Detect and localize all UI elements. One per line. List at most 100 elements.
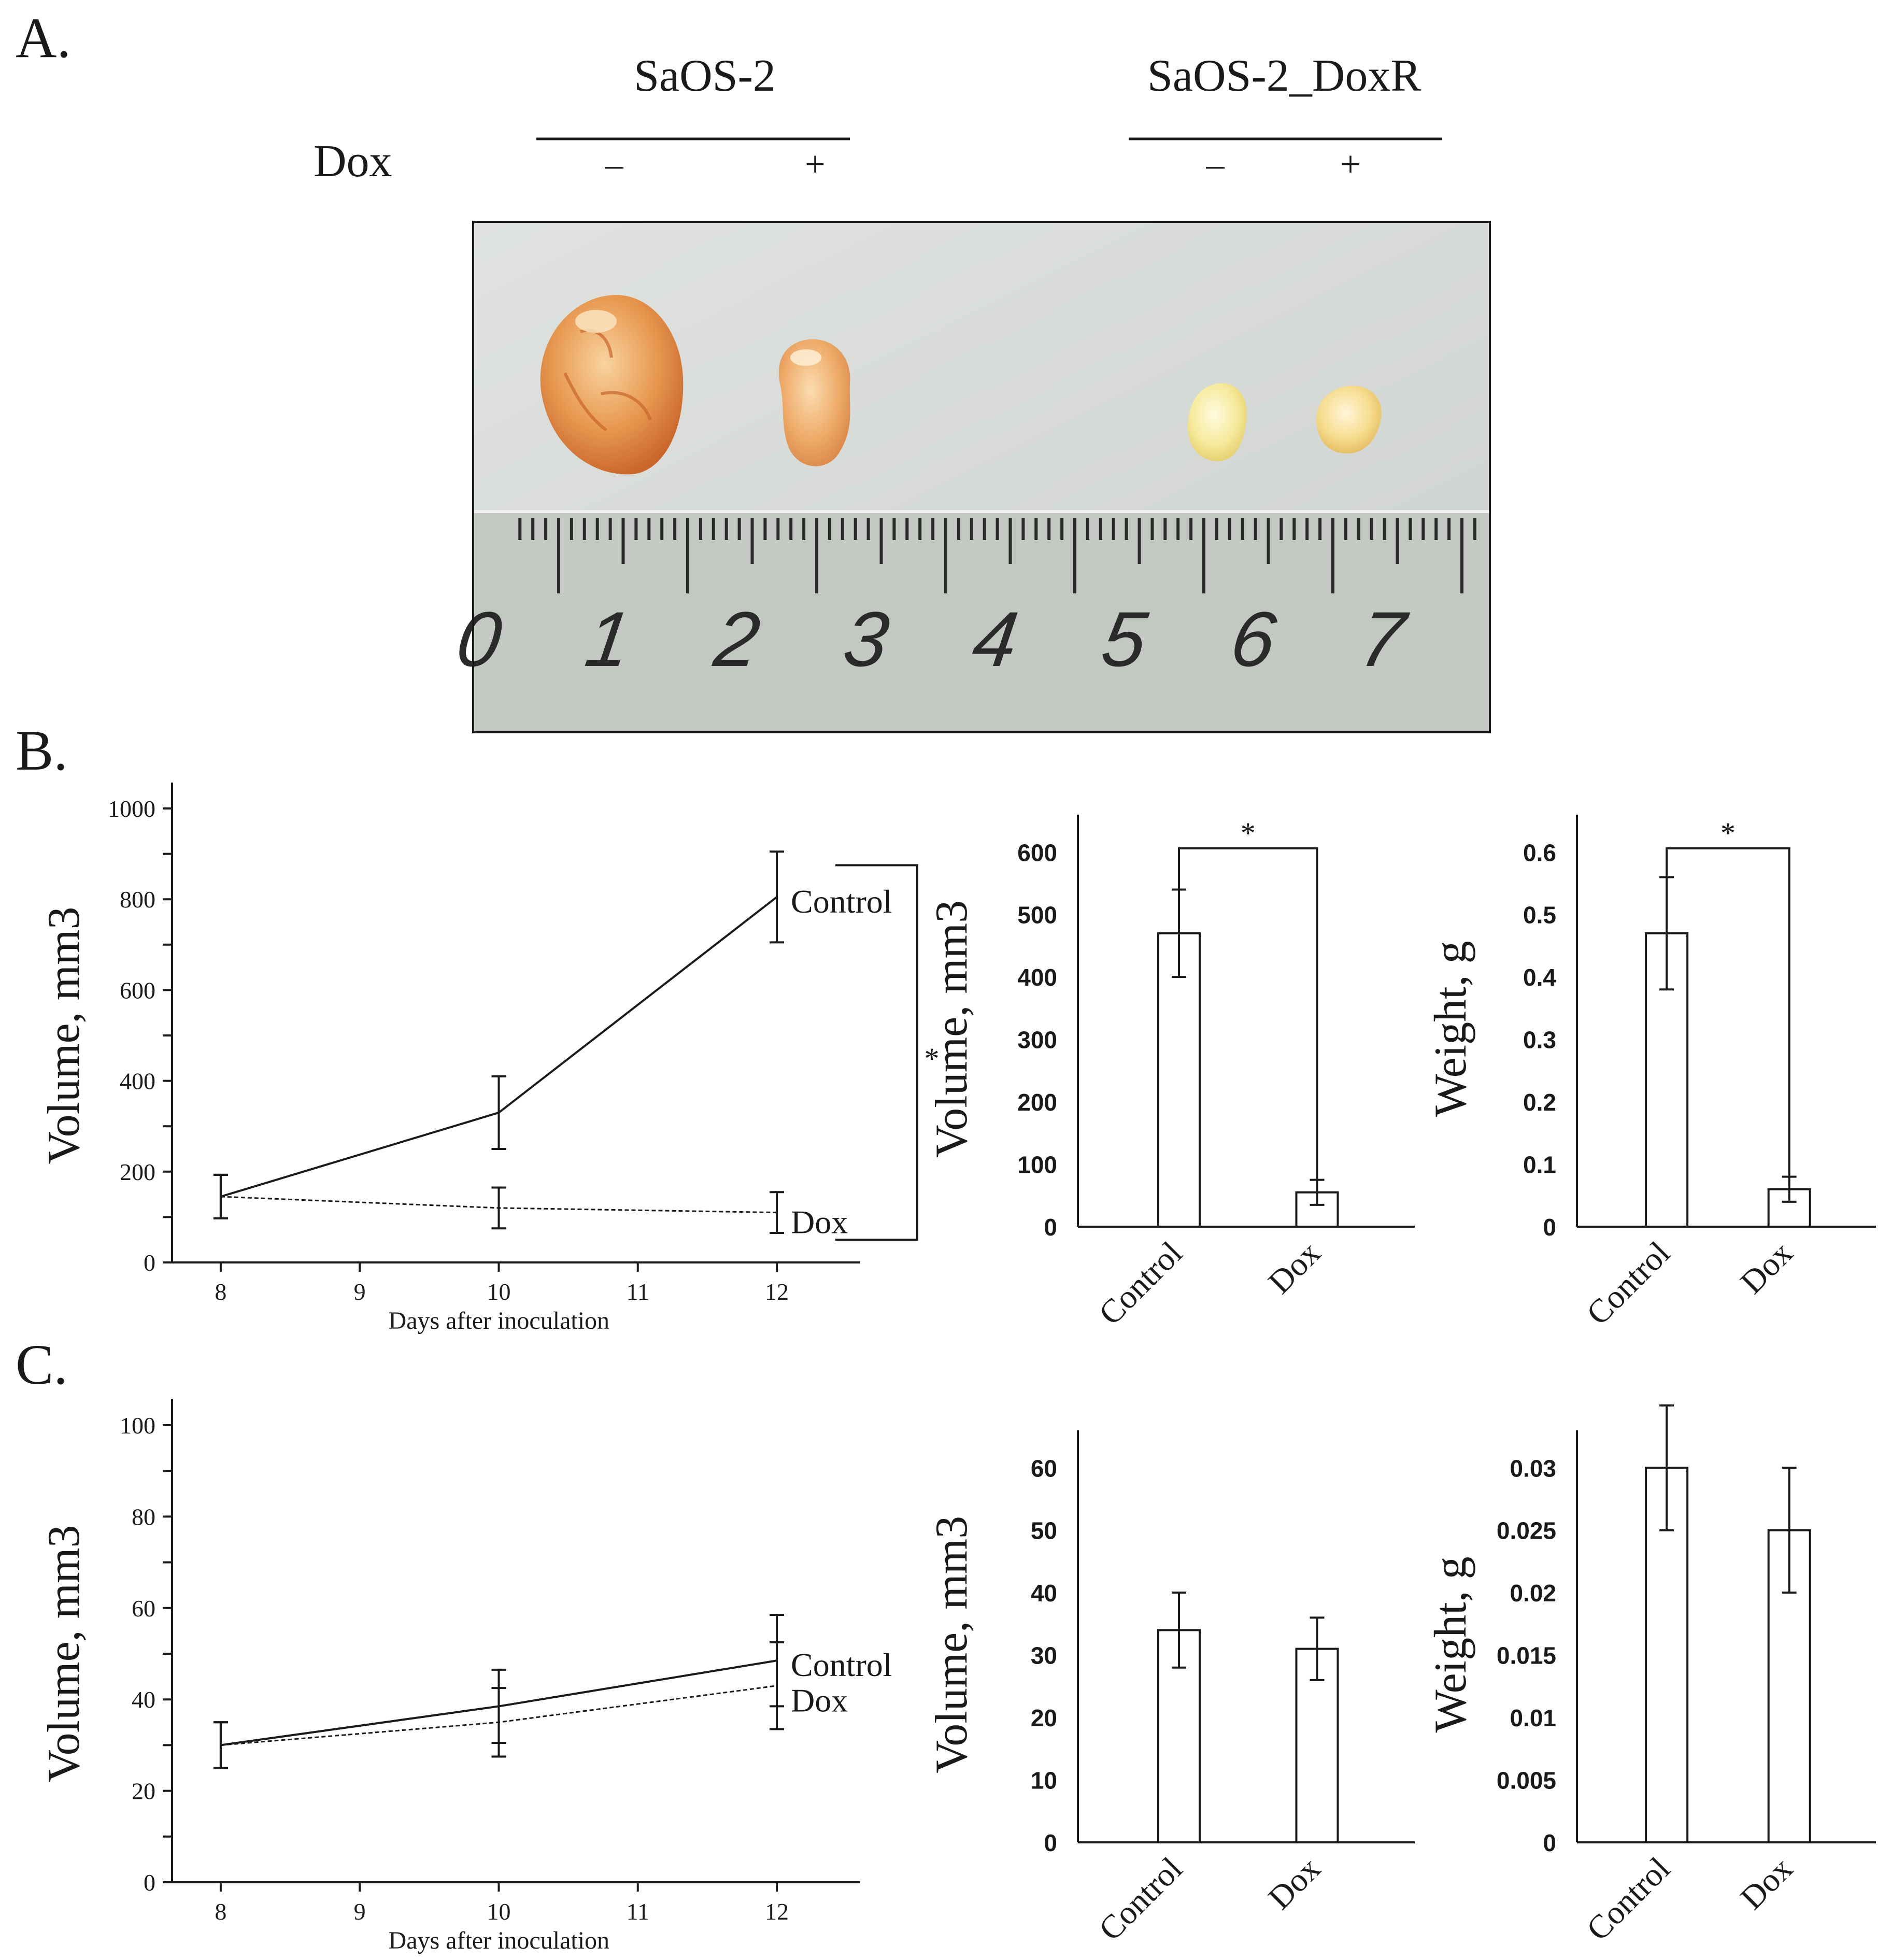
y-tick-label: 300 [1017, 1027, 1057, 1054]
category-label-control: Control [1091, 1850, 1189, 1948]
category-label-dox: Dox [1261, 1850, 1327, 1916]
x-tick-label: 10 [487, 1279, 510, 1305]
y-tick-label: 80 [132, 1503, 155, 1530]
bar-dox [1295, 1647, 1339, 1843]
saos2-doxr-minus: – [1206, 145, 1225, 184]
tumor-saos2-dox [778, 339, 850, 466]
y-axis-label: Weight, g [1426, 1556, 1476, 1732]
category-label-dox: Dox [1261, 1234, 1327, 1301]
group-label-saos2: SaOS-2 [634, 51, 776, 101]
panel-label-a: A. [16, 6, 71, 69]
x-tick-label: 12 [765, 1279, 789, 1305]
photo-header: SaOS-2 SaOS-2_DoxR Dox – + – + [314, 51, 1442, 187]
panel-label-c: C. [16, 1333, 68, 1396]
x-tick-label: 8 [215, 1898, 226, 1925]
y-tick-label: 100 [1017, 1152, 1057, 1178]
chart-c-weight-bar: 0 0.005 0.01 0.015 0.02 0.025 0.03 Weight, g Con… [1426, 1404, 1876, 1948]
tumor-saos2-doxr-control [1187, 383, 1247, 461]
saos2-plus: + [805, 145, 825, 184]
category-label-control: Control [1091, 1234, 1189, 1332]
bar-control [1157, 932, 1201, 1228]
significance-bracket [1666, 847, 1790, 1177]
significance-bracket [835, 864, 918, 1241]
y-tick-label: 0.025 [1497, 1517, 1556, 1544]
y-tick-label: 30 [1031, 1642, 1057, 1669]
y-tick-label: 0.6 [1523, 839, 1556, 866]
x-tick-label: 9 [354, 1279, 366, 1305]
bar-dox [1767, 1529, 1811, 1843]
y-tick-label: 100 [120, 1412, 155, 1439]
y-tick-label: 0.02 [1510, 1580, 1556, 1607]
y-tick-label: 600 [120, 977, 155, 1003]
y-tick-label: 0 [1044, 1214, 1057, 1241]
y-tick-label: 0.3 [1523, 1027, 1556, 1054]
y-axis-label: Weight, g [1426, 941, 1476, 1117]
y-tick-label: 50 [1031, 1517, 1057, 1544]
y-tick-label: 40 [1031, 1580, 1057, 1607]
y-tick-label: 60 [1031, 1455, 1057, 1482]
ruler-ticks [518, 518, 1476, 593]
y-tick-label: 1000 [108, 796, 155, 822]
significance-marker: * [1721, 816, 1736, 850]
series-label-control: Control [791, 1646, 892, 1683]
panel-label-b: B. [16, 719, 68, 782]
ruler [473, 510, 1490, 732]
saos2-doxr-plus: + [1340, 145, 1360, 184]
group-label-saos2-doxr: SaOS-2_DoxR [1147, 51, 1421, 101]
significance-bracket [1178, 847, 1318, 1180]
y-tick-label: 0 [1543, 1214, 1556, 1241]
y-axis-label: Volume, mm3 [927, 1516, 977, 1773]
y-tick-label: 500 [1017, 902, 1057, 929]
significance-marker: * [1241, 816, 1256, 850]
y-tick-label: 0 [1543, 1829, 1556, 1856]
tumor-saos2-doxr-dox [1316, 386, 1382, 453]
x-tick-label: 10 [487, 1898, 510, 1925]
y-tick-label: 200 [1017, 1089, 1057, 1116]
y-tick-label: 0.015 [1497, 1642, 1556, 1669]
chart-c-tumor-volume-line: 0 20 40 60 80 100 8 9 10 11 12 Days after inoculati… [39, 1399, 892, 1954]
series-line-control [220, 896, 778, 1198]
y-tick-label: 20 [132, 1778, 155, 1805]
x-tick-label: 11 [627, 1279, 649, 1305]
chart-b-tumor-volume-line: 0 200 400 600 800 1000 8 9 10 11 12 Days after inoc… [39, 783, 940, 1334]
dox-row-label: Dox [314, 136, 392, 187]
series-label-control: Control [791, 883, 892, 920]
category-label-dox: Dox [1733, 1234, 1799, 1301]
x-axis-label: Days after inoculation [389, 1307, 610, 1334]
y-axis-label: Volume, mm3 [39, 906, 89, 1164]
photo-frame [472, 221, 1491, 733]
y-tick-label: 0.5 [1523, 902, 1556, 929]
y-tick-label: 800 [120, 886, 155, 913]
x-axis-label: Days after inoculation [389, 1927, 610, 1954]
chart-c-volume-bar: 0 10 20 30 40 50 60 Volume, mm3 Control Dox [927, 1430, 1415, 1948]
chart-b-volume-bar: 0 100 200 300 400 500 600 Volume, mm3 Control Dox… [927, 815, 1415, 1332]
y-axis-label: Volume, mm3 [927, 900, 977, 1158]
significance-marker: * [925, 1042, 940, 1075]
y-tick-label: 0 [144, 1249, 155, 1276]
y-tick-label: 400 [1017, 964, 1057, 991]
y-tick-label: 600 [1017, 839, 1057, 866]
y-tick-label: 0 [144, 1869, 155, 1896]
chart-b-weight-bar: 0 0.1 0.2 0.3 0.4 0.5 0.6 Weight, g Control Dox * [1426, 815, 1876, 1332]
series-label-dox: Dox [791, 1204, 848, 1241]
x-tick-label: 8 [215, 1279, 226, 1305]
category-label-control: Control [1580, 1850, 1677, 1948]
x-tick-label: 11 [627, 1898, 649, 1925]
y-tick-label: 0.01 [1510, 1705, 1556, 1731]
y-tick-label: 0.03 [1510, 1455, 1556, 1482]
y-tick-label: 400 [120, 1068, 155, 1095]
x-tick-label: 9 [354, 1898, 366, 1925]
y-tick-label: 20 [1031, 1705, 1057, 1731]
tumor-saos2-control [540, 295, 684, 475]
y-tick-label: 0.005 [1497, 1767, 1556, 1794]
x-tick-label: 12 [765, 1898, 789, 1925]
saos2-minus: – [605, 145, 624, 184]
y-tick-label: 0.2 [1523, 1089, 1556, 1116]
y-tick-label: 60 [132, 1595, 155, 1622]
y-axis-label: Volume, mm3 [39, 1525, 89, 1782]
y-tick-label: 40 [132, 1686, 155, 1713]
category-label-control: Control [1580, 1234, 1677, 1332]
y-tick-label: 200 [120, 1159, 155, 1185]
category-label-dox: Dox [1733, 1850, 1799, 1916]
